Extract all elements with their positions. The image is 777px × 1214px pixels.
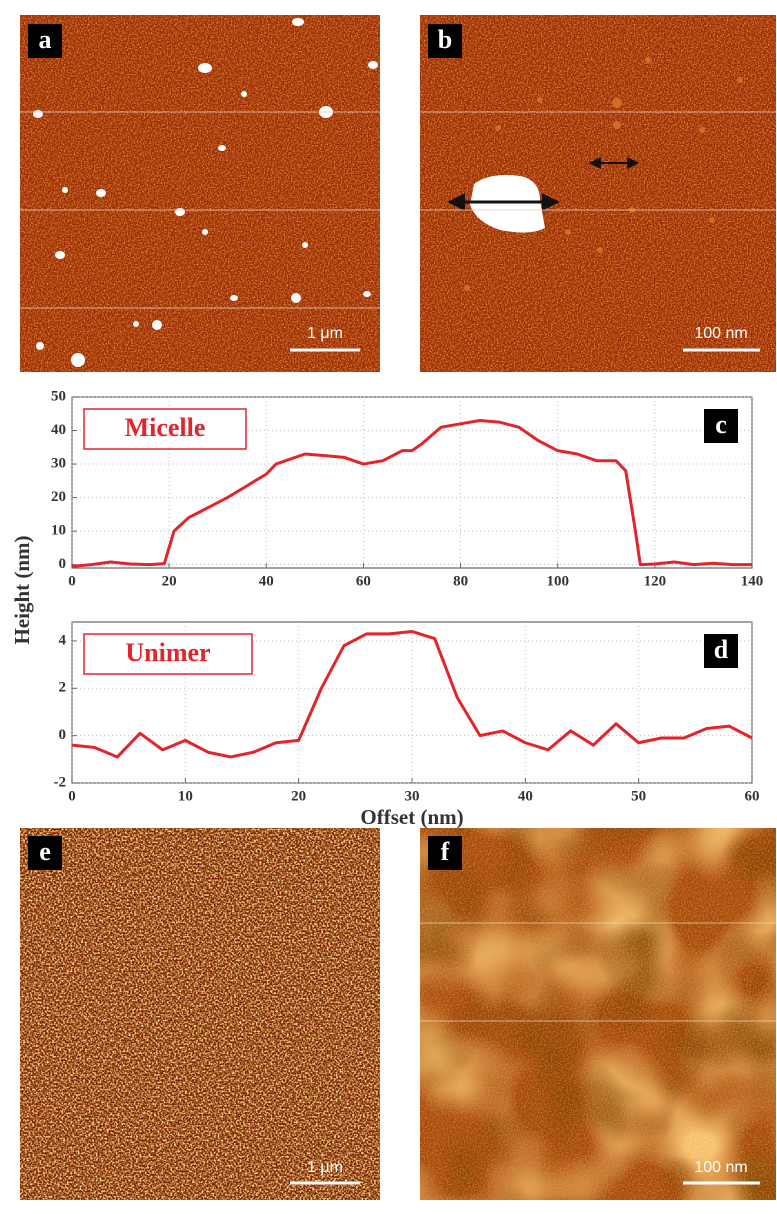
panel-label: d xyxy=(714,635,729,664)
y-tick-label: 50 xyxy=(51,388,66,404)
y-tick-label: 2 xyxy=(59,680,67,696)
x-tick-label: 10 xyxy=(178,788,193,804)
y-tick-label: 0 xyxy=(59,556,67,572)
y-tick-label: 20 xyxy=(51,489,66,505)
y-tick-label: 10 xyxy=(51,523,66,539)
panel-label-box xyxy=(704,409,738,443)
afm-image-e: e 1 μm xyxy=(20,828,380,1200)
y-tick-label: 40 xyxy=(51,422,66,438)
x-tick-label: 120 xyxy=(644,573,667,589)
x-tick-label: 40 xyxy=(259,573,274,589)
y-tick-label: 0 xyxy=(59,727,67,743)
x-tick-label: 100 xyxy=(546,573,569,589)
panel-label: e xyxy=(39,837,51,866)
y-tick-label: -2 xyxy=(54,774,67,790)
x-tick-label: 0 xyxy=(68,573,76,589)
x-tick-label: 60 xyxy=(356,573,371,589)
panel-label: c xyxy=(715,410,727,439)
panel-label: a xyxy=(39,25,52,54)
x-tick-label: 80 xyxy=(453,573,468,589)
panel-label-box xyxy=(704,634,738,668)
afm-image-a: a 1 μm xyxy=(20,15,380,372)
scale-bar-label: 100 nm xyxy=(694,1159,747,1176)
scale-bar-label: 100 nm xyxy=(694,325,747,342)
afm-image-f: f 100 nm xyxy=(420,828,776,1200)
afm-image-b: b 100 nm xyxy=(420,15,776,372)
x-tick-label: 20 xyxy=(162,573,177,589)
legend-box xyxy=(83,633,253,675)
x-tick-label: 30 xyxy=(405,788,420,804)
y-tick-label: 30 xyxy=(51,455,66,471)
x-axis-label: Offset (nm) xyxy=(360,805,463,829)
x-tick-label: 140 xyxy=(741,573,764,589)
scale-bar-label: 1 μm xyxy=(307,325,343,342)
y-axis-label: Height (nm) xyxy=(10,535,34,644)
scale-bar-label: 1 μm xyxy=(307,1159,343,1176)
data-line xyxy=(71,418,752,568)
data-line xyxy=(71,629,753,759)
x-tick-label: 50 xyxy=(631,788,646,804)
x-tick-label: 40 xyxy=(518,788,533,804)
legend-label: Micelle xyxy=(125,413,206,442)
legend-box xyxy=(83,408,247,450)
x-tick-label: 20 xyxy=(291,788,306,804)
legend-label: Unimer xyxy=(125,638,210,667)
x-tick-label: 60 xyxy=(745,788,760,804)
x-tick-label: 0 xyxy=(68,788,76,804)
y-tick-label: 4 xyxy=(59,632,67,648)
panel-label: f xyxy=(441,837,450,866)
panel-label: b xyxy=(438,25,452,54)
